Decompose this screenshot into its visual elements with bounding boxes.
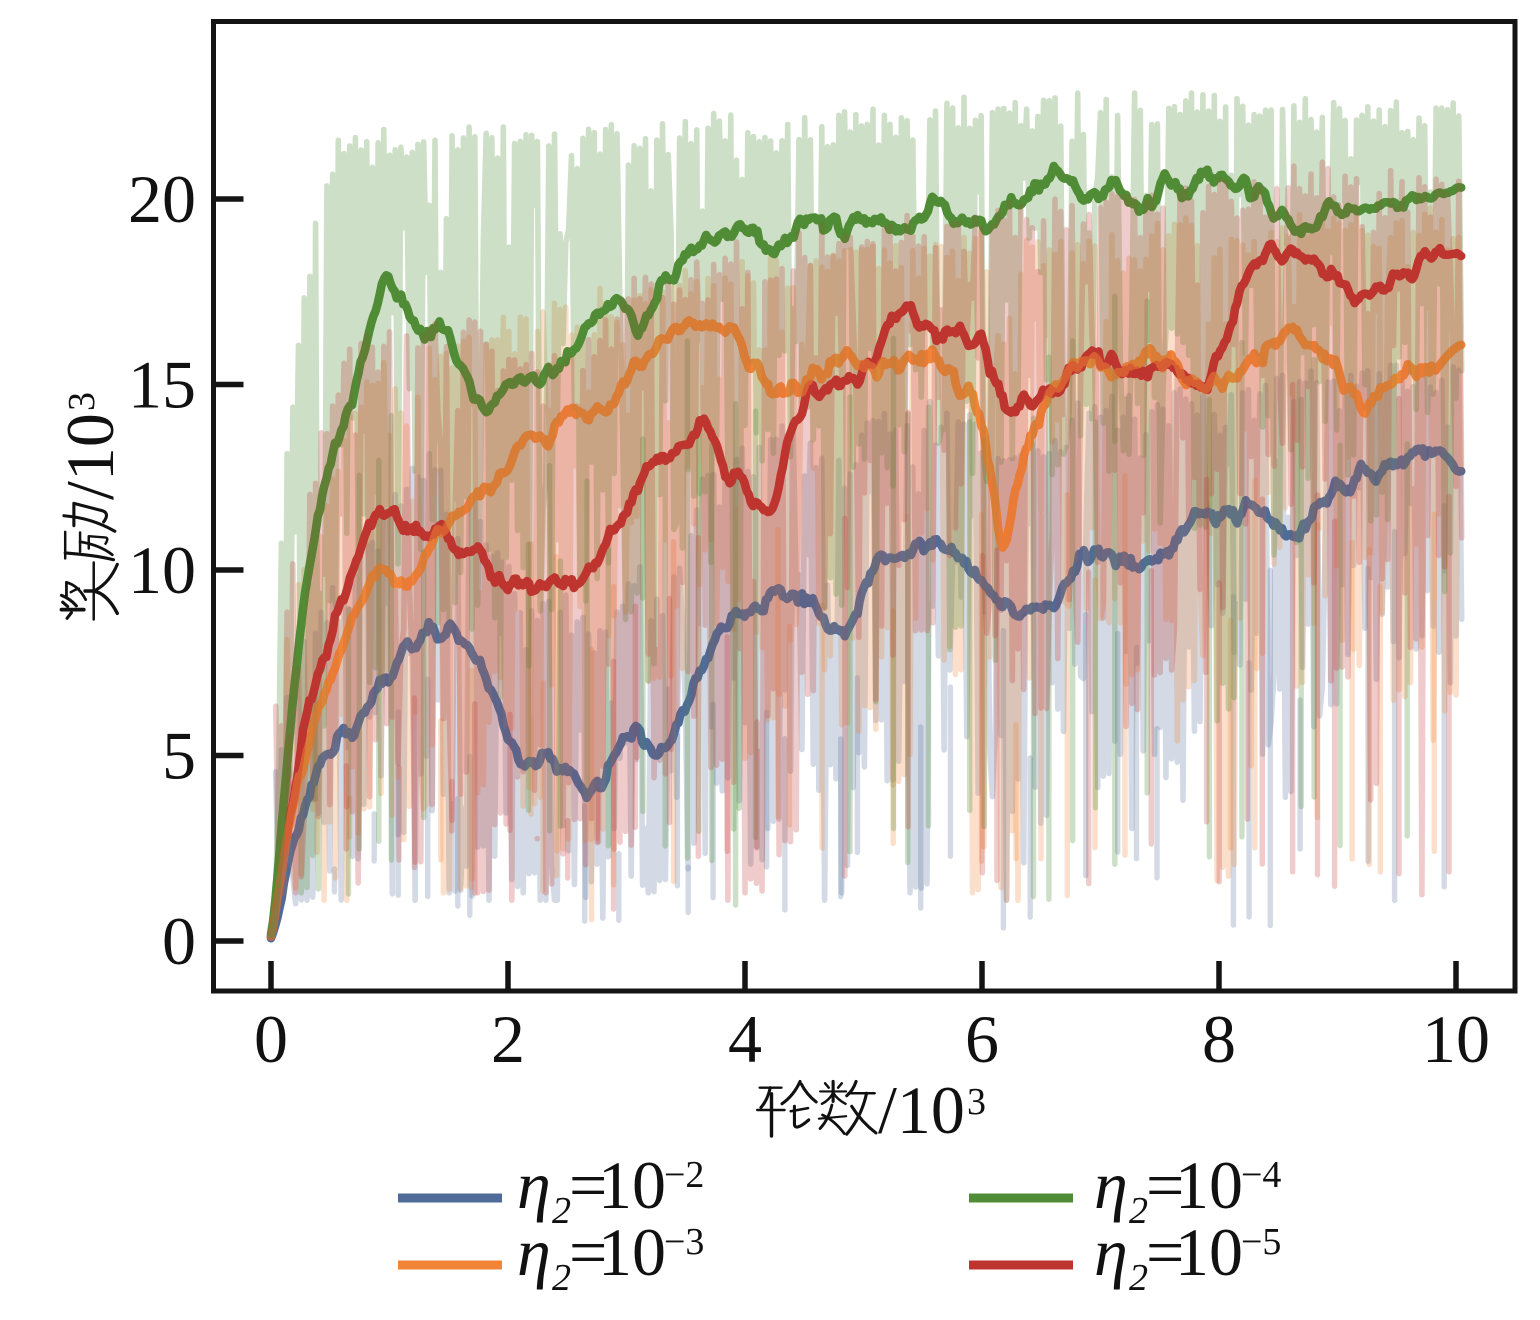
svg-text:2: 2	[552, 1190, 571, 1232]
svg-text:2: 2	[1129, 1190, 1148, 1232]
svg-text:/10: /10	[878, 1072, 965, 1148]
svg-text:15: 15	[128, 347, 196, 423]
svg-text:=: =	[1146, 1147, 1184, 1223]
svg-text:5: 5	[162, 718, 196, 794]
svg-text:8: 8	[1202, 1001, 1236, 1077]
svg-text:20: 20	[128, 161, 196, 237]
svg-text:10: 10	[598, 1147, 666, 1223]
svg-text:4: 4	[728, 1001, 762, 1077]
svg-text:0: 0	[162, 903, 196, 979]
svg-text:−2: −2	[664, 1154, 704, 1196]
svg-text:=: =	[569, 1147, 607, 1223]
svg-text:10: 10	[1422, 1001, 1490, 1077]
svg-text:−3: −3	[664, 1221, 704, 1263]
svg-text:−5: −5	[1241, 1221, 1281, 1263]
svg-text:η: η	[1094, 1214, 1128, 1290]
svg-text:10: 10	[1175, 1214, 1243, 1290]
svg-text:6: 6	[965, 1001, 999, 1077]
svg-text:2: 2	[491, 1001, 525, 1077]
svg-text:2: 2	[1129, 1257, 1148, 1299]
svg-text:η: η	[517, 1147, 551, 1223]
svg-text:/10: /10	[52, 413, 128, 500]
svg-text:10: 10	[598, 1214, 666, 1290]
svg-text:−4: −4	[1241, 1154, 1281, 1196]
svg-text:=: =	[1146, 1214, 1184, 1290]
svg-text:2: 2	[552, 1257, 571, 1299]
svg-text:=: =	[569, 1214, 607, 1290]
svg-text:10: 10	[128, 532, 196, 608]
svg-text:3: 3	[967, 1081, 986, 1123]
svg-text:η: η	[1094, 1147, 1128, 1223]
svg-text:η: η	[517, 1214, 551, 1290]
svg-text:0: 0	[254, 1001, 288, 1077]
svg-text:10: 10	[1175, 1147, 1243, 1223]
svg-text:3: 3	[61, 392, 103, 411]
